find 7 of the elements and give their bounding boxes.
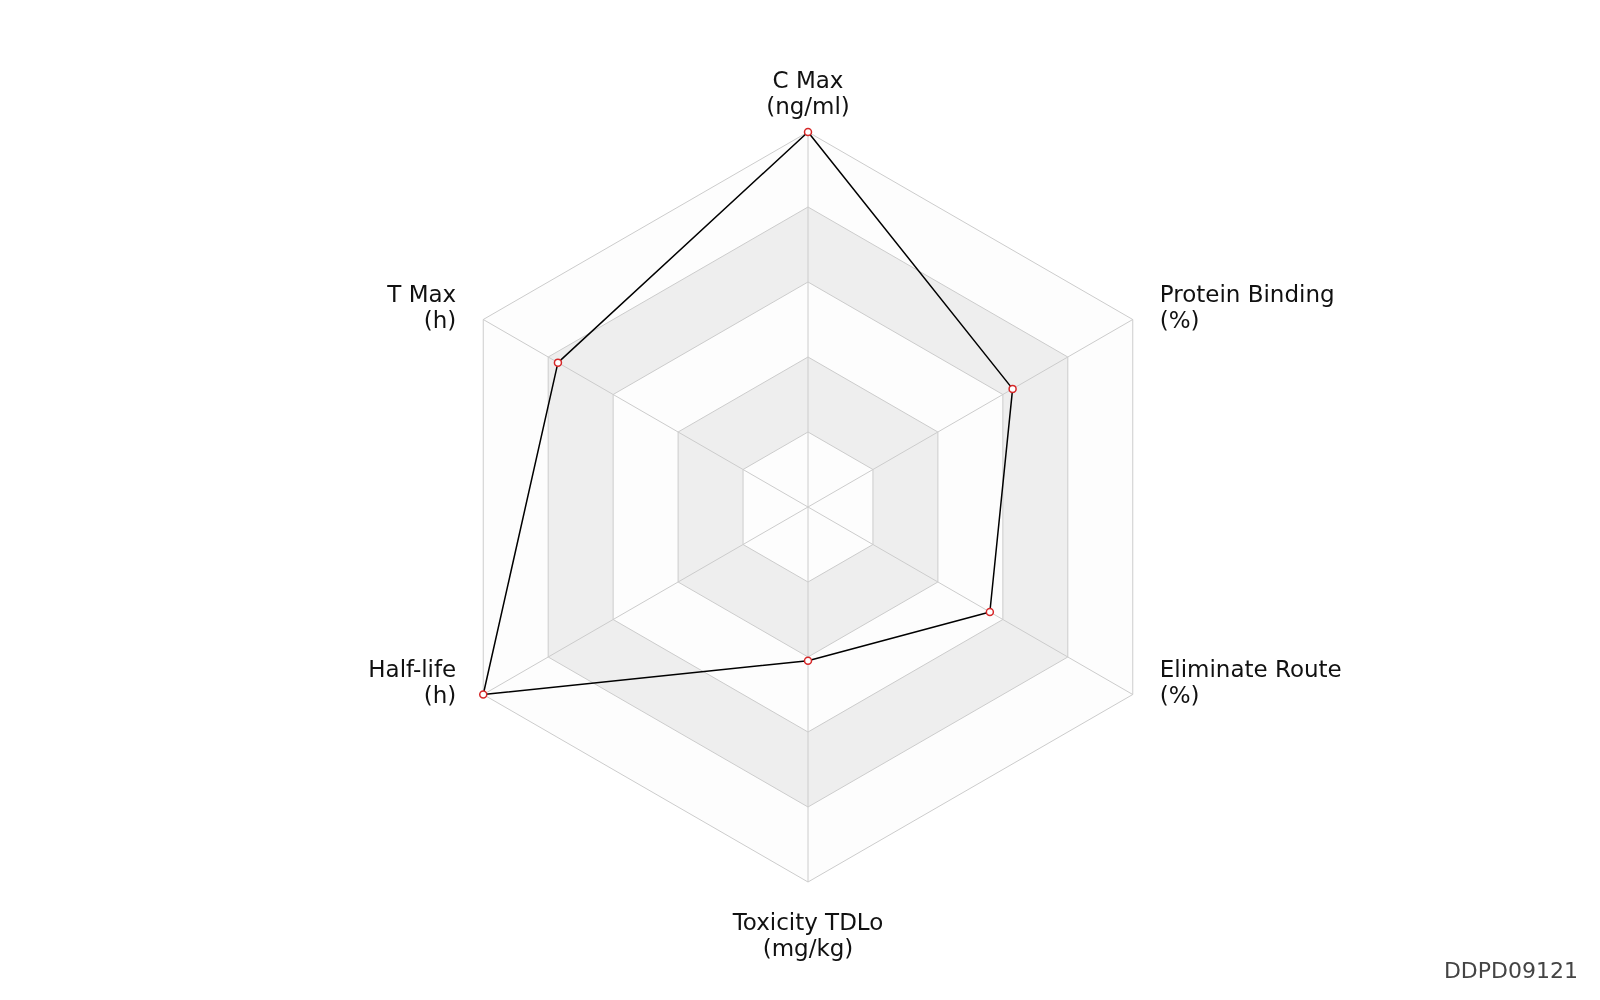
- spoke-label: T Max (h): [386, 280, 457, 333]
- text: DDPD09121: [1443, 958, 1578, 983]
- spoke-label: Protein Binding (%): [1159, 280, 1335, 333]
- spoke-label: Half-life (h): [368, 655, 457, 708]
- spoke-label: Toxicity TDLo (mg/kg): [731, 909, 884, 961]
- spoke-label: C Max (ng/ml): [766, 67, 850, 119]
- spoke-label: Eliminate Route (%): [1159, 655, 1342, 708]
